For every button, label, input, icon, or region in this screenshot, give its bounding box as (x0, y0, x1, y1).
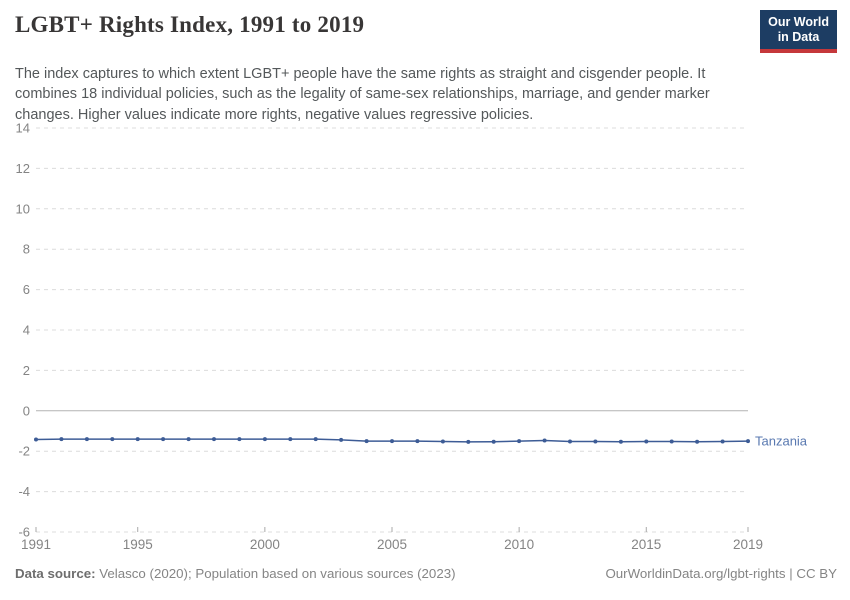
data-point[interactable] (618, 439, 623, 444)
entity-label[interactable]: Tanzania (755, 434, 808, 449)
chart-footer: Data source: Velasco (2020); Population … (15, 566, 837, 581)
x-tick-label: 2015 (631, 537, 661, 552)
data-point[interactable] (669, 439, 674, 444)
data-point[interactable] (720, 439, 725, 444)
series-tanzania[interactable]: Tanzania (34, 434, 808, 449)
data-point[interactable] (110, 437, 115, 442)
data-point[interactable] (644, 439, 649, 444)
data-point[interactable] (237, 437, 242, 442)
data-point[interactable] (186, 437, 191, 442)
data-point[interactable] (695, 439, 700, 444)
x-tick-label: 2010 (504, 537, 534, 552)
x-tick-label: 2019 (733, 537, 763, 552)
data-point[interactable] (135, 437, 140, 442)
data-source-label: Data source: (15, 566, 96, 581)
data-point[interactable] (517, 439, 522, 444)
data-point[interactable] (34, 437, 38, 442)
data-point[interactable] (84, 437, 89, 442)
y-tick-label: -4 (18, 484, 30, 499)
data-point[interactable] (593, 439, 598, 444)
y-tick-label: 12 (16, 161, 30, 176)
chart-subtitle: The index captures to which extent LGBT+… (15, 66, 710, 123)
data-point[interactable] (466, 439, 471, 444)
y-tick-label: 10 (16, 201, 30, 216)
y-tick-label: 2 (23, 363, 30, 378)
data-point[interactable] (491, 439, 496, 444)
data-point[interactable] (161, 437, 166, 442)
data-point[interactable] (542, 438, 547, 443)
y-tick-label: 8 (23, 242, 30, 257)
y-tick-label: 0 (23, 403, 30, 418)
data-point[interactable] (59, 437, 64, 442)
data-point[interactable] (313, 437, 318, 442)
x-tick-label: 2005 (377, 537, 407, 552)
data-point[interactable] (262, 437, 267, 442)
data-point[interactable] (415, 439, 420, 444)
data-source-note: Data source: Velasco (2020); Population … (15, 566, 456, 581)
y-tick-label: 6 (23, 282, 30, 297)
owid-logo-line1: Our World (768, 15, 829, 29)
y-tick-label: 4 (23, 323, 30, 338)
attribution-link[interactable]: OurWorldinData.org/lgbt-rights | CC BY (605, 566, 837, 581)
x-tick-label: 2000 (250, 537, 280, 552)
data-point[interactable] (440, 439, 445, 444)
y-tick-label: -2 (18, 444, 30, 459)
owid-logo-line2: in Data (777, 30, 820, 44)
page-title: LGBT+ Rights Index, 1991 to 2019 (15, 12, 365, 37)
data-source-text: Velasco (2020); Population based on vari… (95, 566, 456, 581)
data-point[interactable] (746, 439, 750, 444)
data-point[interactable] (568, 439, 572, 444)
x-tick-label: 1995 (123, 537, 153, 552)
x-tick-label: 1991 (21, 537, 51, 552)
data-point[interactable] (212, 437, 216, 442)
y-tick-label: -6 (18, 525, 30, 540)
data-point[interactable] (339, 437, 344, 442)
data-point[interactable] (288, 437, 293, 442)
y-tick-label: 14 (16, 121, 30, 136)
owid-logo[interactable]: Our World in Data (760, 10, 837, 53)
data-point[interactable] (364, 439, 369, 444)
data-point[interactable] (390, 439, 394, 444)
